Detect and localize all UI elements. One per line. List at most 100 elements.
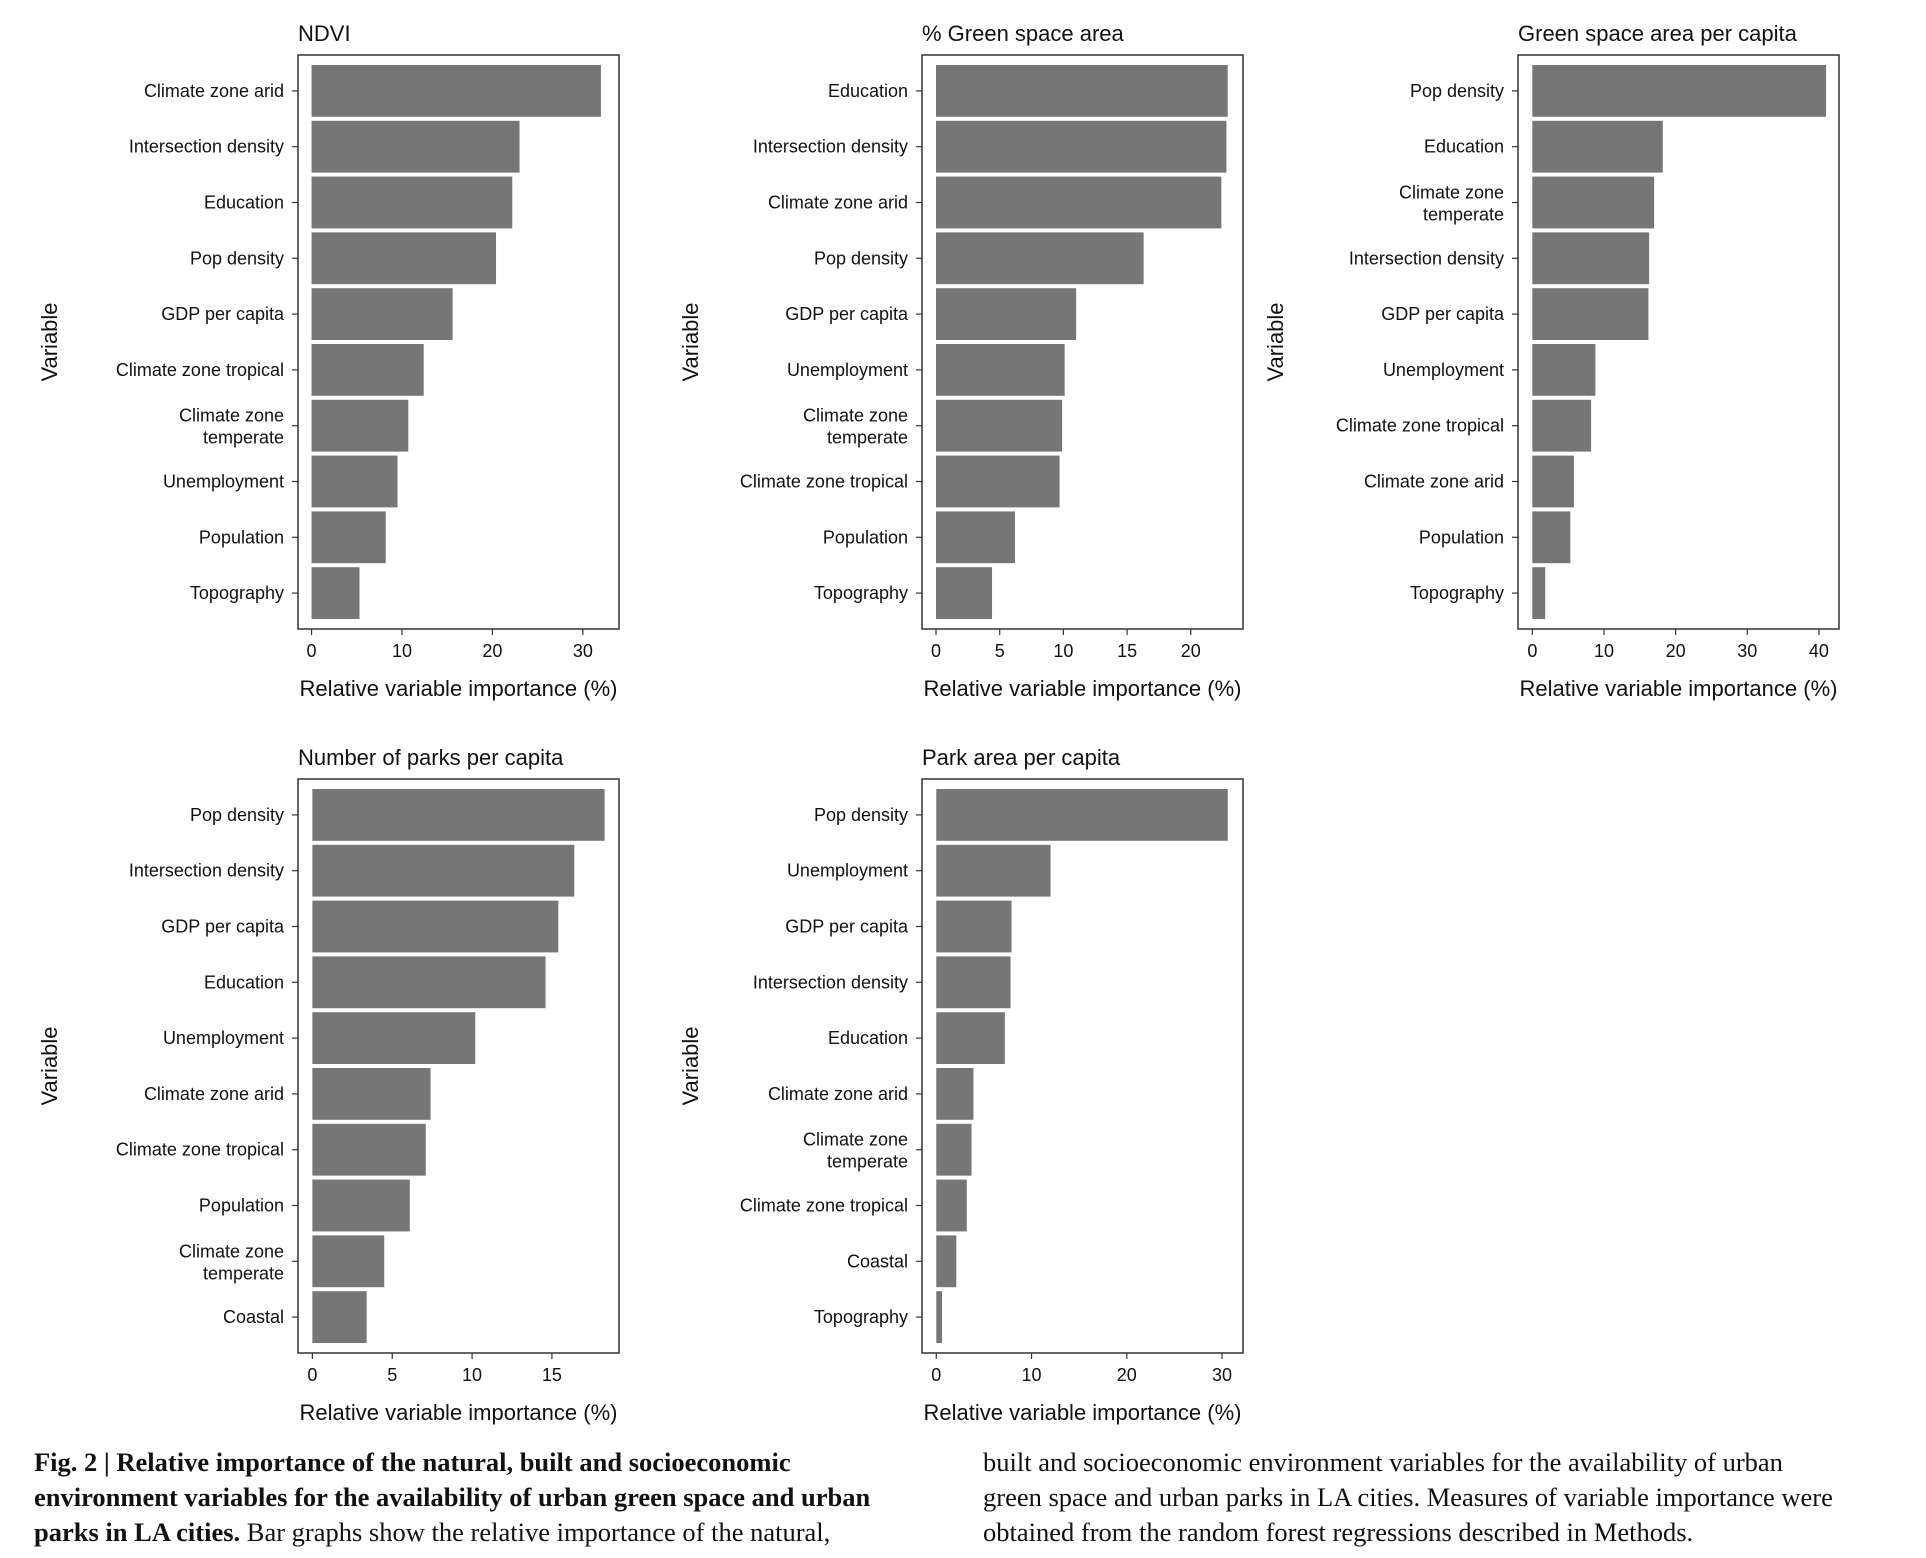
y-axis-label: Variable [37, 1026, 62, 1105]
x-tick-label: 5 [995, 641, 1005, 661]
x-tick-label: 40 [1809, 641, 1829, 661]
category-label: Topography [190, 583, 284, 603]
x-tick-label: 10 [462, 1365, 482, 1385]
x-axis-label: Relative variable importance (%) [300, 1400, 618, 1425]
x-tick-label: 15 [542, 1365, 562, 1385]
x-tick-label: 10 [392, 641, 412, 661]
chart-panel: Green space area per capita Pop density Ed… [1263, 21, 1840, 701]
bar [312, 900, 559, 953]
bar [936, 567, 993, 619]
category-label: Population [823, 527, 908, 547]
bar [311, 232, 497, 285]
bar [936, 1012, 1005, 1064]
figure-caption-left: Fig. 2 | Relative importance of the natu… [34, 1445, 934, 1550]
category-label: Unemployment [787, 861, 908, 881]
category-label: Coastal [223, 1307, 284, 1327]
plot-frame [297, 54, 620, 630]
bar [311, 120, 520, 173]
category-label: Unemployment [163, 472, 284, 492]
bar [312, 1123, 426, 1176]
category-label: Climate zone arid [144, 81, 284, 101]
x-axis-label: Relative variable importance (%) [924, 1400, 1242, 1425]
x-tick-label: 20 [1666, 641, 1686, 661]
bar [936, 1068, 974, 1120]
category-label: Intersection density [753, 137, 908, 157]
bar [312, 1068, 431, 1120]
bar [936, 789, 1228, 841]
bar [312, 789, 605, 841]
category-label: Climate zone arid [768, 1084, 908, 1104]
category-label: Pop density [814, 248, 908, 268]
x-tick-label: 10 [1022, 1365, 1042, 1385]
bar [936, 1123, 972, 1176]
category-label: Education [1424, 137, 1504, 157]
bar [311, 176, 513, 229]
category-label: Climate zone temperate [803, 1130, 908, 1172]
x-tick-label: 0 [931, 1365, 941, 1385]
plot-frame [921, 778, 1244, 1354]
category-label: Unemployment [1383, 360, 1504, 380]
y-axis-label: Variable [678, 1026, 703, 1105]
x-tick-label: 20 [482, 641, 502, 661]
bar [312, 844, 575, 897]
category-label: Climate zone tropical [740, 1196, 908, 1216]
bar [312, 956, 546, 1009]
caption-line-1: Fig. 2 | Relative importance of the natu… [34, 1447, 791, 1477]
chart-title: % Green space area [922, 21, 1125, 46]
category-label: Climate zone arid [144, 1084, 284, 1104]
bar [936, 399, 1063, 452]
bar [936, 232, 1144, 285]
category-label: Climate zone tropical [1336, 416, 1504, 436]
bar [1532, 511, 1571, 564]
caption-line-3-bold: parks in LA cities. [34, 1517, 241, 1547]
category-label: Unemployment [163, 1028, 284, 1048]
bar [1532, 176, 1655, 229]
bar [312, 1179, 410, 1232]
category-label: Climate zone temperate [803, 406, 908, 448]
category-label: Climate zone tropical [116, 360, 284, 380]
category-label: GDP per capita [161, 304, 285, 324]
category-label: Climate zone temperate [179, 406, 284, 448]
figure-panels: NDVI Climate zone arid Intersection densit… [37, 21, 1840, 1425]
category-label: Coastal [847, 1251, 908, 1271]
figure-caption-right: built and socioeconomic environment vari… [983, 1445, 1883, 1550]
bar [1532, 65, 1827, 117]
caption-line-6: obtained from the random forest regressi… [983, 1517, 1694, 1547]
plot-frame [297, 778, 620, 1354]
category-label: Pop density [190, 248, 284, 268]
category-label: Climate zone temperate [179, 1241, 284, 1283]
category-label: Pop density [1410, 81, 1504, 101]
chart-title: NDVI [298, 21, 351, 46]
bar [936, 511, 1015, 564]
x-tick-label: 10 [1053, 641, 1073, 661]
category-label: Intersection density [129, 137, 284, 157]
category-label: Education [204, 193, 284, 213]
x-tick-label: 30 [1737, 641, 1757, 661]
bar [312, 1291, 367, 1343]
category-label: Population [199, 1196, 284, 1216]
category-label: Climate zone arid [768, 193, 908, 213]
caption-line-4: built and socioeconomic environment vari… [983, 1447, 1783, 1477]
category-label: Education [828, 1028, 908, 1048]
bar [1532, 344, 1596, 396]
chart-panel: Park area per capita Pop density Unemploym… [678, 745, 1244, 1425]
y-axis-label: Variable [37, 302, 62, 381]
bar [311, 65, 601, 117]
bar [936, 956, 1011, 1009]
bar [1532, 567, 1546, 619]
category-label: Topography [1410, 583, 1504, 603]
bar [311, 344, 424, 396]
category-label: GDP per capita [161, 917, 285, 937]
bar [311, 455, 398, 508]
chart-title: Green space area per capita [1518, 21, 1798, 46]
chart-panel: Number of parks per capita Pop density Int… [37, 745, 620, 1425]
x-tick-label: 30 [573, 641, 593, 661]
category-label: Topography [814, 1307, 908, 1327]
plot-frame [1517, 54, 1840, 630]
category-label: Education [828, 81, 908, 101]
bar [936, 1179, 967, 1232]
x-tick-label: 0 [307, 1365, 317, 1385]
bar [1532, 455, 1574, 508]
category-label: Pop density [814, 805, 908, 825]
category-label: GDP per capita [1381, 304, 1505, 324]
